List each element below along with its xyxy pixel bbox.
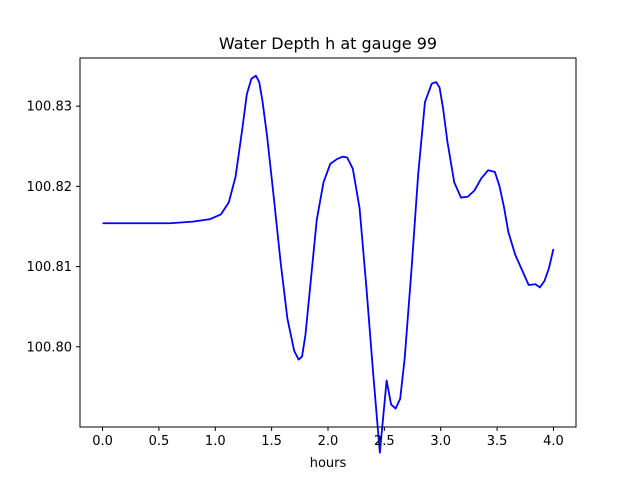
x-tick-label: 2.5	[374, 434, 395, 449]
x-tick-label: 0.5	[149, 434, 170, 449]
y-tick-label: 100.82	[27, 180, 73, 195]
x-tick-label: 2.0	[318, 434, 339, 449]
plot-area	[102, 74, 555, 454]
y-tick-label: 100.80	[27, 340, 73, 355]
x-tick-label: 1.0	[205, 434, 226, 449]
x-tick-label: 1.5	[261, 434, 282, 449]
x-axis-ticks: 0.0 0.5 1.0 1.5 2.0 2.5 3.0 3.5 4.0	[92, 427, 564, 449]
y-tick-label: 100.83	[27, 100, 73, 115]
x-axis-label: hours	[310, 456, 347, 471]
y-axis-ticks: 100.80 100.81 100.82 100.83	[27, 100, 80, 355]
x-tick-label: 3.5	[487, 434, 508, 449]
series-line-0	[102, 74, 555, 454]
chart-title: Water Depth h at gauge 99	[219, 34, 437, 53]
x-tick-label: 4.0	[543, 434, 564, 449]
x-tick-label: 0.0	[92, 434, 113, 449]
x-tick-label: 3.0	[430, 434, 451, 449]
y-tick-label: 100.81	[27, 260, 73, 275]
plot-frame	[79, 57, 577, 428]
